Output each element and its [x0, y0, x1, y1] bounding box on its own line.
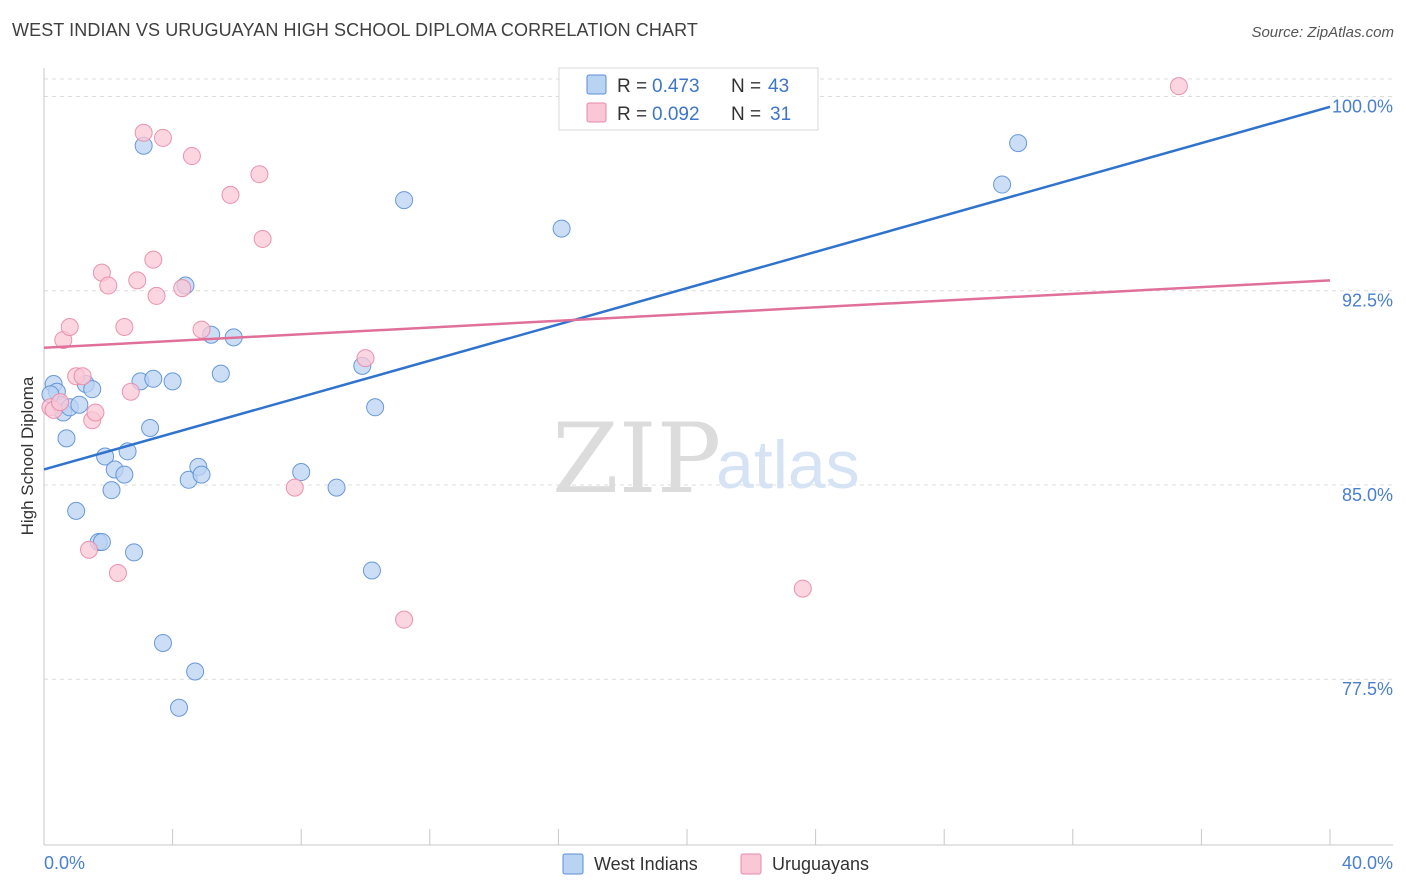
x-ticks	[43, 829, 1331, 845]
uruguayans-point	[250, 165, 269, 184]
west-indians-point	[67, 501, 86, 520]
uruguayans-point	[153, 128, 172, 147]
legend-swatch-blue	[586, 74, 607, 95]
series-uruguayans-points	[41, 77, 1188, 629]
y-tick-label: 92.5%	[1342, 291, 1393, 311]
west-indians-point	[292, 463, 311, 482]
legend-n-label-0: N =	[731, 76, 761, 97]
uruguayans-point	[192, 320, 211, 339]
uruguayans-point	[285, 478, 304, 497]
uruguayans-point	[173, 279, 192, 298]
west-indians-point	[141, 419, 160, 438]
west-indians-point	[83, 380, 102, 399]
west-indians-point	[211, 364, 230, 383]
west-indians-point	[186, 662, 205, 681]
west-indians-point	[552, 219, 571, 238]
chart-title: WEST INDIAN VS URUGUAYAN HIGH SCHOOL DIP…	[12, 20, 698, 40]
legend-r-label-1: R =	[617, 104, 647, 125]
x-tick-label-min: 0.0%	[44, 853, 85, 873]
uruguayans-point	[86, 403, 105, 422]
legend-r-value-1: 0.092	[652, 104, 700, 125]
y-tick-labels: 77.5% 85.0% 92.5% 100.0%	[1332, 96, 1393, 699]
west-indians-point	[192, 465, 211, 484]
west-indians-point	[125, 543, 144, 562]
watermark-atlas: atlas	[716, 427, 860, 503]
uruguayans-point	[356, 349, 375, 368]
axes	[43, 68, 1393, 846]
west-indians-point	[395, 191, 414, 210]
watermark: ZIP atlas	[552, 403, 860, 515]
source-label: Source: ZipAtlas.com	[1251, 24, 1394, 41]
uruguayans-point	[1169, 77, 1188, 96]
uruguayans-point	[108, 564, 127, 583]
uruguayans-trend-line	[43, 279, 1331, 349]
legend-bottom: West Indians Uruguayans	[562, 853, 869, 875]
watermark-zip: ZIP	[552, 403, 721, 515]
uruguayans-point	[221, 185, 240, 204]
west-indians-point	[327, 478, 346, 497]
west-indians-point	[366, 398, 385, 417]
legend-bottom-label-uruguayans: Uruguayans	[772, 854, 869, 874]
uruguayans-point	[144, 250, 163, 269]
legend-r-value-0: 0.473	[652, 76, 700, 97]
uruguayans-point	[51, 393, 70, 412]
west-indians-point	[993, 175, 1012, 194]
uruguayans-point	[99, 276, 118, 295]
west-indians-point	[144, 369, 163, 388]
west-indians-trend-line	[43, 105, 1331, 471]
west-indians-point	[1009, 134, 1028, 153]
uruguayans-point	[60, 318, 79, 336]
west-indians-point	[57, 429, 76, 448]
uruguayans-point	[793, 579, 812, 598]
gridlines	[44, 78, 1393, 680]
uruguayans-point	[395, 610, 414, 629]
uruguayans-point	[134, 123, 153, 142]
uruguayans-point	[147, 286, 166, 305]
legend-n-value-1: 31	[770, 104, 791, 125]
legend-top: R = 0.473 N = 43 R = 0.092 N = 31	[558, 67, 819, 131]
y-axis-label: High School Diploma	[18, 376, 37, 535]
legend-bottom-swatch-uruguayans	[740, 853, 762, 875]
uruguayans-point	[128, 271, 147, 290]
legend-bottom-swatch-west-indians	[562, 853, 584, 875]
trend-lines	[43, 105, 1331, 471]
west-indians-point	[362, 561, 381, 580]
west-indians-point	[163, 372, 182, 391]
legend-swatch-pink	[586, 102, 607, 123]
y-tick-label: 85.0%	[1342, 485, 1393, 505]
x-tick-label-max: 40.0%	[1342, 853, 1393, 873]
uruguayans-point	[73, 367, 92, 386]
west-indians-point	[153, 633, 172, 652]
west-indians-point	[70, 395, 89, 414]
legend-n-value-0: 43	[768, 76, 789, 97]
y-tick-label: 100.0%	[1332, 96, 1393, 116]
series-west-indians-points	[41, 134, 1028, 717]
uruguayans-point	[80, 540, 99, 559]
uruguayans-point	[182, 147, 201, 166]
uruguayans-point	[115, 318, 134, 336]
west-indians-point	[102, 481, 121, 500]
y-tick-label: 77.5%	[1342, 679, 1393, 699]
uruguayans-point	[253, 229, 272, 248]
legend-n-label-1: N =	[731, 104, 761, 125]
legend-bottom-label-west-indians: West Indians	[594, 854, 698, 874]
legend-r-label-0: R =	[617, 76, 647, 97]
west-indians-point	[170, 698, 189, 717]
west-indians-point	[115, 465, 134, 484]
uruguayans-point	[121, 382, 140, 401]
